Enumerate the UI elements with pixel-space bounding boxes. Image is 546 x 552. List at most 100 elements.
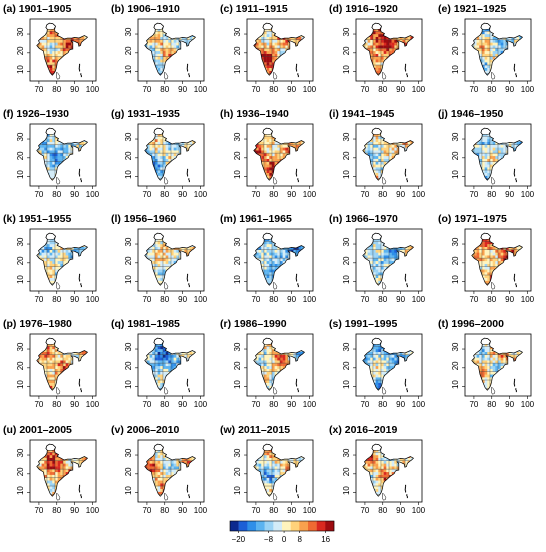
grid-cell	[264, 136, 267, 139]
grid-cell	[272, 142, 275, 145]
x-tick-label: 100	[521, 85, 535, 94]
grid-cell	[408, 37, 411, 40]
grid-cell	[482, 34, 485, 37]
grid-cell	[490, 54, 493, 57]
grid-cell	[378, 40, 381, 43]
grid-cell	[272, 156, 275, 159]
island-marker	[296, 68, 297, 70]
x-tick-label: 90	[396, 190, 405, 199]
grid-cell	[267, 147, 270, 150]
grid-cell	[160, 164, 163, 167]
grid-cell	[376, 40, 379, 43]
grid-cell	[168, 42, 171, 45]
grid-cell	[373, 167, 376, 170]
grid-cell	[52, 247, 55, 250]
grid-cell	[160, 59, 163, 62]
grid-cell	[277, 145, 280, 148]
grid-cell	[52, 267, 55, 270]
grid-cell	[39, 255, 42, 258]
grid-cell	[55, 45, 58, 48]
grid-cell	[283, 145, 286, 148]
grid-cell	[52, 164, 55, 167]
y-tick-label: 20	[233, 151, 242, 160]
grid-cell	[275, 40, 278, 43]
grid-cell	[160, 162, 163, 165]
grid-cell	[495, 145, 498, 148]
grid-cell	[52, 142, 55, 145]
grid-cell	[261, 153, 264, 156]
grid-cell	[163, 40, 166, 43]
grid-cell	[47, 54, 50, 57]
grid-cell	[171, 51, 174, 54]
grid-cell	[152, 37, 155, 40]
grid-cell	[155, 62, 158, 65]
grid-cell	[259, 45, 262, 48]
grid-cell	[370, 150, 373, 153]
grid-cell	[166, 40, 169, 43]
grid-cell	[378, 170, 381, 173]
grid-cell	[495, 147, 498, 150]
grid-cell	[50, 139, 53, 142]
grid-cell	[155, 145, 158, 148]
grid-cell	[495, 153, 498, 156]
grid-cell	[490, 153, 493, 156]
grid-cell	[158, 167, 161, 170]
grid-cell	[373, 159, 376, 162]
grid-cell	[44, 40, 47, 43]
grid-cell	[44, 142, 47, 145]
grid-cell	[160, 65, 163, 68]
grid-cell	[485, 45, 488, 48]
grid-cell	[376, 153, 379, 156]
grid-cell	[50, 54, 53, 57]
grid-cell	[487, 156, 490, 159]
island-marker	[405, 69, 406, 71]
grid-cell	[50, 68, 53, 71]
grid-cell	[373, 145, 376, 148]
grid-cell	[50, 247, 53, 250]
grid-cell	[47, 164, 50, 167]
grid-cell	[60, 147, 63, 150]
x-tick-label: 70	[34, 85, 43, 94]
island-marker	[187, 174, 188, 176]
grid-cell	[155, 159, 158, 162]
grid-cell	[272, 162, 275, 165]
grid-cell	[52, 264, 55, 267]
grid-cell	[373, 48, 376, 51]
grid-cell	[386, 145, 389, 148]
y-tick-label: 30	[451, 132, 460, 141]
grid-cell	[50, 278, 53, 281]
grid-cell	[66, 150, 69, 153]
grid-cell	[158, 57, 161, 60]
grid-cell	[275, 150, 278, 153]
grid-cell	[50, 37, 53, 40]
grid-cell	[66, 145, 69, 148]
grid-cell	[267, 156, 270, 159]
grid-cell	[384, 147, 387, 150]
grid-cell	[269, 173, 272, 176]
grid-cell	[485, 65, 488, 68]
grid-cell	[373, 150, 376, 153]
grid-cell	[58, 40, 61, 43]
grid-cell	[158, 159, 161, 162]
x-tick-label: 90	[178, 85, 187, 94]
grid-cell	[160, 150, 163, 153]
grid-cell	[47, 142, 50, 145]
y-tick-label: 20	[451, 46, 460, 55]
grid-cell	[501, 45, 504, 48]
island-marker	[514, 174, 515, 176]
x-tick-label: 80	[52, 190, 61, 199]
grid-cell	[482, 54, 485, 57]
grid-cell	[370, 142, 373, 145]
grid-cell	[259, 42, 262, 45]
grid-cell	[482, 45, 485, 48]
grid-cell	[267, 37, 270, 40]
y-tick-label: 30	[233, 27, 242, 36]
y-tick-label: 20	[124, 151, 133, 160]
grid-cell	[47, 261, 50, 264]
